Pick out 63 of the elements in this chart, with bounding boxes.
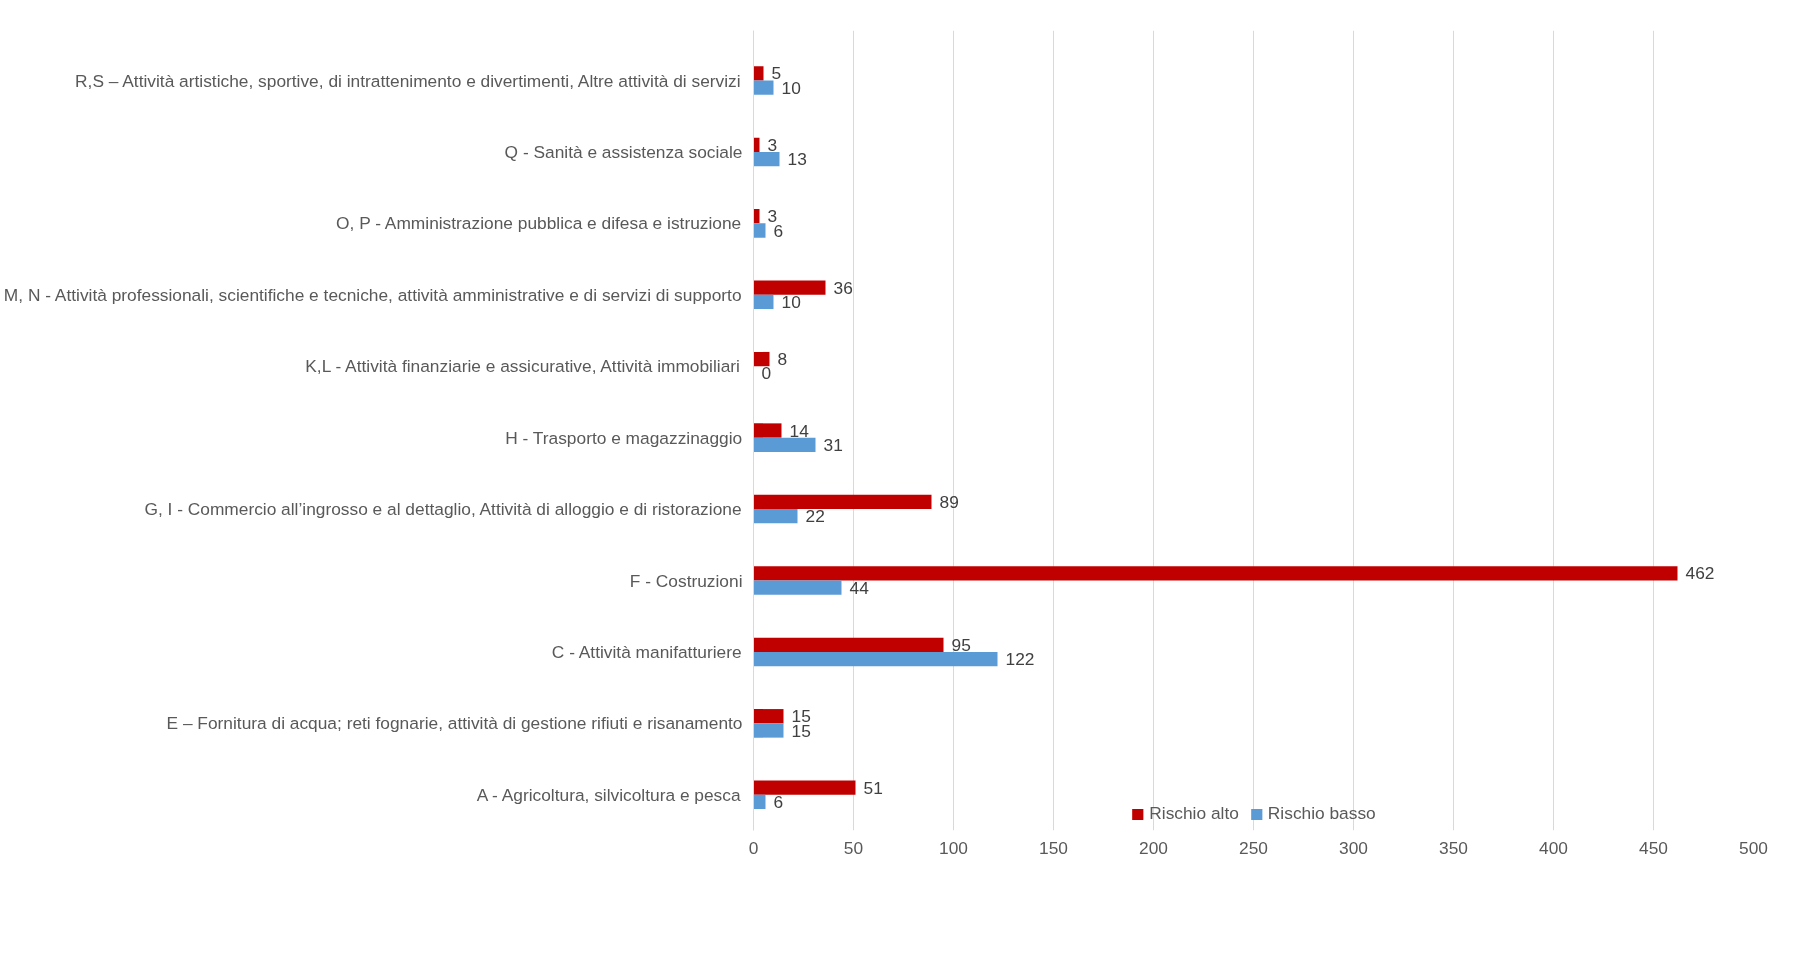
data-label: 8 xyxy=(777,349,788,370)
y-tick-label: Q - Sanità e assistenza sociale xyxy=(504,141,743,162)
bar xyxy=(753,209,760,224)
x-tick-label: 100 xyxy=(939,837,968,858)
bar xyxy=(753,794,766,810)
bar xyxy=(753,509,798,524)
y-tick-label: G, I - Commercio all’ingrosso e al dettaglio, Attività di alloggio e di ristorazione xyxy=(144,499,742,520)
data-label: 122 xyxy=(1005,649,1035,670)
x-tick-label: 0 xyxy=(748,837,759,858)
bar xyxy=(753,637,944,652)
bar xyxy=(753,566,1678,581)
y-tick-label: K,L - Attività finanziarie e assicurative, Attività immobiliari xyxy=(305,356,740,377)
bar xyxy=(753,780,856,795)
bar xyxy=(753,151,780,167)
y-tick-label: M, N - Attività professionali, scientifiche e tecniche, attività amministrative e di servizi di supporto xyxy=(3,284,742,305)
data-label: 31 xyxy=(823,434,843,455)
bar xyxy=(753,723,784,738)
x-tick-label: 400 xyxy=(1539,837,1568,858)
bar xyxy=(753,709,784,724)
y-tick-label: F - Costruzioni xyxy=(629,570,743,591)
data-label: 13 xyxy=(787,149,807,170)
x-tick-label: 300 xyxy=(1339,837,1368,858)
x-tick-label: 200 xyxy=(1139,837,1168,858)
data-label: 89 xyxy=(939,491,959,512)
x-tick-label: 250 xyxy=(1239,837,1268,858)
data-label: 51 xyxy=(863,777,883,798)
data-label: 36 xyxy=(833,277,853,298)
bar xyxy=(753,437,816,452)
data-label: 44 xyxy=(849,577,870,598)
bar xyxy=(753,294,774,310)
bar xyxy=(753,137,760,152)
x-tick-label: 50 xyxy=(843,837,864,858)
data-label: 22 xyxy=(805,506,825,527)
y-tick-label: A - Agricoltura, silvicoltura e pesca xyxy=(476,784,741,805)
data-label: 6 xyxy=(773,791,784,812)
data-label: 3 xyxy=(767,134,778,155)
bar xyxy=(753,351,770,367)
x-tick-label: 450 xyxy=(1639,837,1668,858)
bar xyxy=(753,80,774,95)
data-label: 5 xyxy=(771,63,782,84)
data-label: 462 xyxy=(1685,563,1715,584)
bar xyxy=(753,494,932,510)
data-label: 10 xyxy=(781,77,801,98)
legend-label: Rischio basso xyxy=(1267,803,1376,824)
y-tick-label: H - Trasporto e magazzinaggio xyxy=(505,427,743,448)
data-label: 14 xyxy=(789,420,810,441)
y-tick-label: E – Fornitura di acqua; reti fognarie, attività di gestione rifiuti e risanamento xyxy=(166,713,743,734)
bar xyxy=(753,66,764,81)
bar xyxy=(753,423,782,438)
y-tick-label: R,S – Attività artistiche, sportive, di intrattenimento e divertimenti, Altre attività di servizi xyxy=(75,70,741,91)
x-tick-label: 500 xyxy=(1739,837,1768,858)
legend-label: Rischio alto xyxy=(1149,803,1239,824)
x-tick-label: 350 xyxy=(1439,837,1468,858)
bar xyxy=(753,280,826,295)
data-label: 10 xyxy=(781,291,801,312)
y-tick-label: C - Attività manifatturiere xyxy=(551,641,742,662)
bar xyxy=(753,580,842,595)
bar xyxy=(753,223,766,238)
data-label: 0 xyxy=(761,363,772,384)
data-label: 95 xyxy=(951,634,971,655)
y-tick-label: O, P - Amministrazione pubblica e difesa e istruzione xyxy=(336,213,742,234)
bar xyxy=(753,651,998,667)
x-tick-label: 150 xyxy=(1039,837,1068,858)
